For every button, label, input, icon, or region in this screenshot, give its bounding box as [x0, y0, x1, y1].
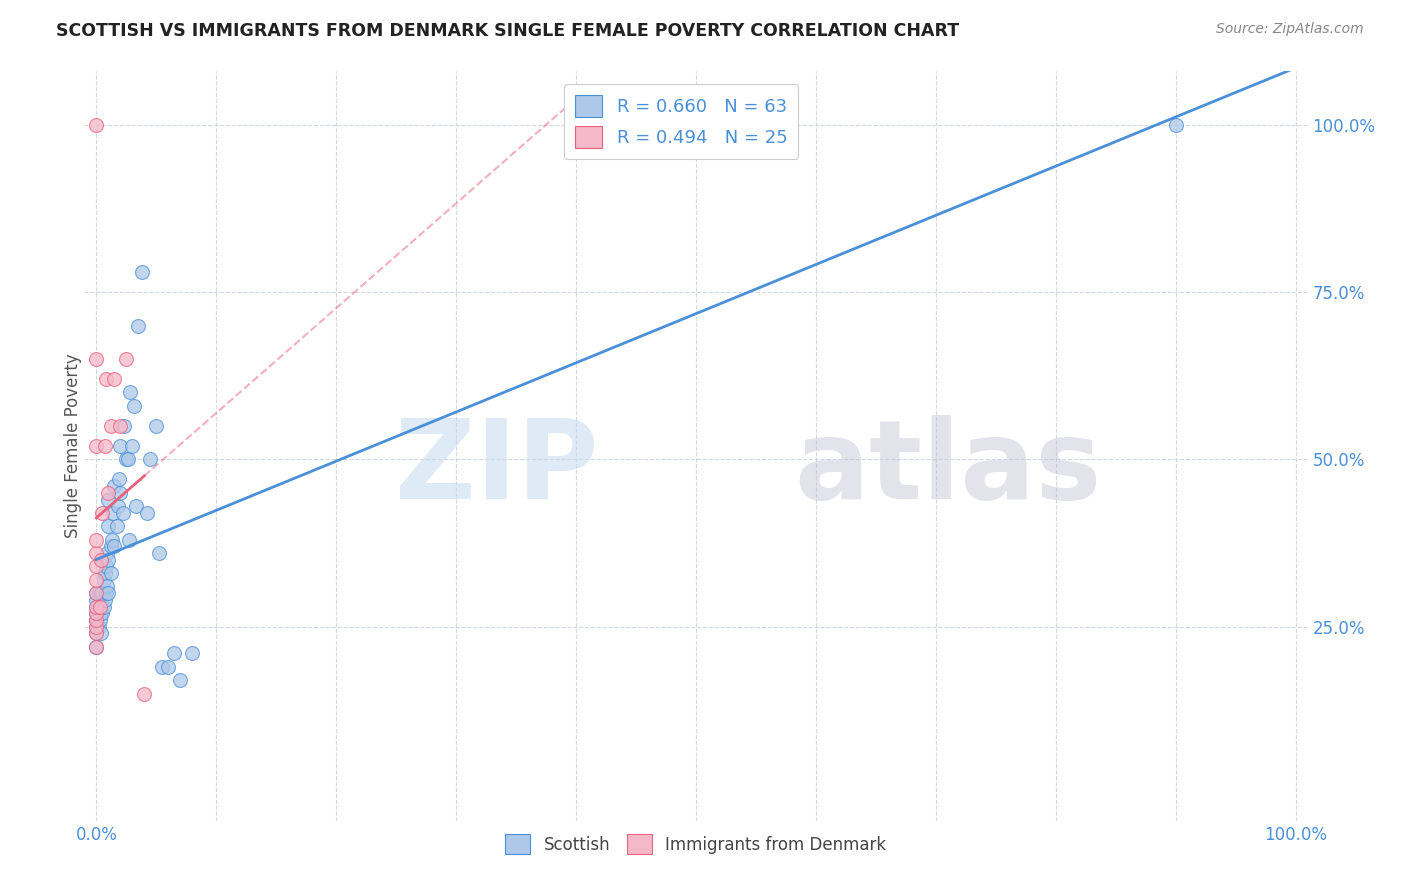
Point — [112, 419, 135, 434]
Point — [148, 546, 170, 560]
Point — [87, 607, 110, 621]
Point — [181, 646, 204, 660]
Point — [86, 586, 108, 600]
Point — [89, 613, 111, 627]
Point — [86, 613, 108, 627]
Point — [117, 452, 139, 467]
Point — [127, 318, 149, 333]
Point — [90, 586, 112, 600]
Point — [97, 586, 120, 600]
Point — [97, 553, 120, 567]
Point — [86, 439, 108, 453]
Point — [90, 626, 112, 640]
Point — [100, 419, 122, 434]
Legend: Scottish, Immigrants from Denmark: Scottish, Immigrants from Denmark — [499, 828, 893, 861]
Point — [86, 533, 108, 547]
Point — [131, 265, 153, 279]
Point — [103, 539, 125, 553]
Point — [121, 439, 143, 453]
Point — [163, 646, 186, 660]
Point — [108, 473, 131, 487]
Point — [100, 566, 122, 581]
Point — [97, 519, 120, 533]
Point — [86, 607, 108, 621]
Point — [86, 613, 108, 627]
Point — [118, 533, 141, 547]
Point — [96, 546, 118, 560]
Point — [125, 500, 148, 514]
Point — [86, 599, 108, 614]
Point — [105, 519, 128, 533]
Point — [97, 492, 120, 507]
Point — [90, 553, 112, 567]
Point — [86, 593, 108, 607]
Point — [86, 607, 108, 621]
Point — [157, 660, 180, 674]
Point — [91, 586, 114, 600]
Point — [111, 506, 134, 520]
Text: SCOTTISH VS IMMIGRANTS FROM DENMARK SINGLE FEMALE POVERTY CORRELATION CHART: SCOTTISH VS IMMIGRANTS FROM DENMARK SING… — [56, 22, 959, 40]
Point — [87, 620, 110, 634]
Point — [135, 506, 157, 520]
Point — [93, 593, 117, 607]
Point — [145, 419, 167, 434]
Point — [93, 573, 115, 587]
Point — [134, 687, 156, 701]
Point — [110, 485, 132, 500]
Point — [86, 573, 108, 587]
Point — [110, 419, 132, 434]
Point — [86, 559, 108, 574]
Point — [90, 607, 112, 621]
Point — [169, 673, 191, 688]
Point — [122, 399, 145, 413]
Point — [89, 599, 111, 614]
Point — [103, 372, 125, 386]
Point — [96, 580, 118, 594]
Point — [93, 566, 117, 581]
Point — [91, 506, 114, 520]
Text: atlas: atlas — [794, 415, 1101, 522]
Text: Source: ZipAtlas.com: Source: ZipAtlas.com — [1216, 22, 1364, 37]
Point — [89, 599, 111, 614]
Point — [91, 607, 114, 621]
Point — [94, 586, 117, 600]
Point — [110, 439, 132, 453]
Point — [139, 452, 162, 467]
Point — [86, 640, 108, 654]
Text: ZIP: ZIP — [395, 415, 598, 522]
Point — [103, 479, 125, 493]
Point — [91, 553, 114, 567]
Point — [115, 452, 138, 467]
Point — [118, 385, 141, 400]
Y-axis label: Single Female Poverty: Single Female Poverty — [65, 354, 82, 538]
Point — [86, 546, 108, 560]
Point — [1164, 118, 1187, 132]
Point — [86, 599, 108, 614]
Point — [101, 506, 124, 520]
Point — [150, 660, 173, 674]
Point — [86, 118, 108, 132]
Point — [86, 620, 108, 634]
Point — [97, 485, 120, 500]
Point — [86, 626, 108, 640]
Point — [86, 620, 108, 634]
Point — [86, 352, 108, 367]
Point — [86, 626, 108, 640]
Point — [107, 500, 129, 514]
Point — [93, 439, 117, 453]
Point — [86, 640, 108, 654]
Point — [93, 599, 115, 614]
Point — [94, 372, 117, 386]
Point — [115, 352, 138, 367]
Point — [94, 559, 117, 574]
Point — [100, 539, 122, 553]
Point — [86, 586, 108, 600]
Point — [101, 533, 124, 547]
Point — [87, 586, 110, 600]
